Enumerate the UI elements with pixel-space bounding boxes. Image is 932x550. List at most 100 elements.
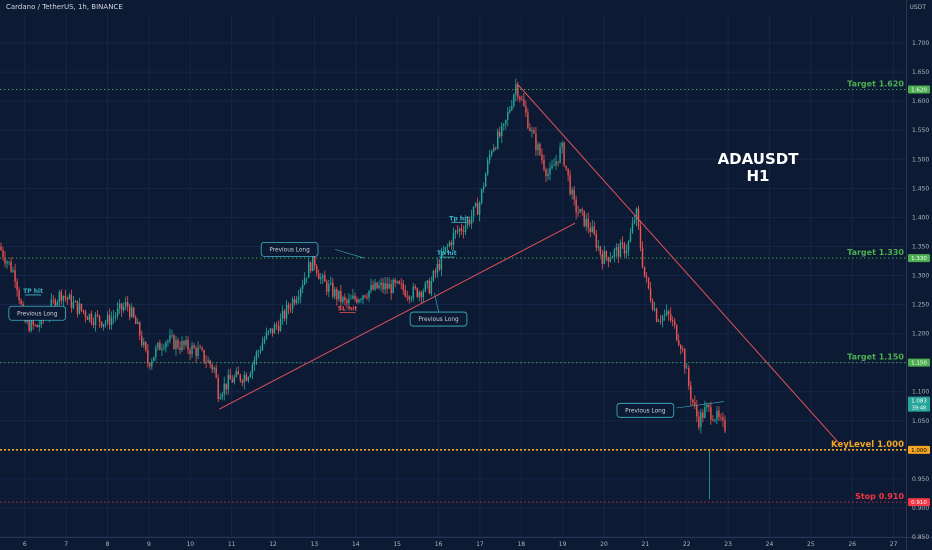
candle-body <box>122 306 125 311</box>
candle-body <box>271 328 274 334</box>
candle-body <box>611 256 614 259</box>
candle-body <box>215 367 217 378</box>
candle-body <box>82 310 85 312</box>
candle-body <box>20 300 22 305</box>
candle-body <box>464 225 467 233</box>
candle-body <box>112 316 115 318</box>
note-connector <box>676 401 725 409</box>
candle-body <box>151 360 153 367</box>
candle-body <box>116 308 119 316</box>
candle-body <box>456 230 459 232</box>
candle-body <box>444 247 447 253</box>
candle-body <box>527 112 529 129</box>
candle-body <box>263 338 266 343</box>
candle-body <box>32 319 34 325</box>
candle-body <box>704 407 706 418</box>
candle-body <box>161 348 163 351</box>
candle-body <box>267 331 270 333</box>
candle-body <box>36 325 38 328</box>
candle-body <box>452 232 455 246</box>
candle-body <box>655 308 658 322</box>
candle-body <box>181 341 183 351</box>
candle-body <box>595 233 597 248</box>
note-connector <box>335 249 365 259</box>
candle-body <box>368 290 370 298</box>
candle-body <box>213 367 215 370</box>
candle-body <box>324 275 326 282</box>
level-price-tag <box>908 445 930 454</box>
y-tick-label: 1.550 <box>912 127 929 134</box>
y-tick-label: 1.300 <box>912 273 929 280</box>
y-tick-label: 1.500 <box>912 156 929 163</box>
candle-body <box>555 161 557 166</box>
candle-body <box>64 295 67 298</box>
candle-body <box>523 99 525 107</box>
candle-body <box>708 404 710 408</box>
candle-body <box>412 286 414 299</box>
candle-body <box>535 133 537 151</box>
candle-body <box>145 341 147 351</box>
candle-body <box>0 246 2 251</box>
candle-body <box>541 154 543 161</box>
candle-body <box>249 373 252 378</box>
candle-body <box>486 160 489 175</box>
candle-body <box>416 288 419 298</box>
candle-body <box>128 306 131 318</box>
candle-body <box>189 350 191 355</box>
candle-body <box>446 245 449 248</box>
candle-body <box>197 347 199 356</box>
candle-body <box>539 144 541 155</box>
level-price-tag-text: 0.910 <box>911 500 927 506</box>
candle-body <box>241 380 244 383</box>
candle-body <box>102 323 105 327</box>
candle-body <box>261 342 264 351</box>
candle-body <box>348 299 350 304</box>
candle-body <box>96 314 99 316</box>
candle-body <box>497 131 499 149</box>
candle-body <box>684 349 686 369</box>
y-tick-label: 0.950 <box>912 476 929 483</box>
candle-body <box>686 367 688 369</box>
candle-body <box>458 228 461 232</box>
candle-body <box>561 142 563 148</box>
candle-body <box>605 251 608 258</box>
candle-body <box>307 262 310 278</box>
candle-body <box>124 302 127 307</box>
candle-body <box>621 242 624 244</box>
x-tick-label: 14 <box>352 541 360 548</box>
candle-body <box>316 265 318 274</box>
current-price-value: 1.083 <box>911 399 927 405</box>
hit-tag: Tp hit <box>449 215 469 222</box>
hit-tag: TP hit <box>23 288 43 295</box>
candle-body <box>60 291 63 301</box>
candle-body <box>84 311 87 318</box>
candle-body <box>462 230 465 233</box>
candle-body <box>599 246 602 254</box>
candle-body <box>269 328 272 332</box>
candle-body <box>289 308 292 310</box>
candle-body <box>623 243 626 254</box>
candle-body <box>388 284 390 289</box>
candle-body <box>669 313 672 321</box>
candle-body <box>245 374 248 381</box>
candle-body <box>716 410 718 420</box>
candle-body <box>384 283 386 290</box>
candle-body <box>137 322 139 325</box>
x-tick-label: 27 <box>890 541 898 548</box>
level-label: Target 1.620 <box>847 80 904 89</box>
candle-body <box>141 335 143 346</box>
candle-body <box>659 320 662 322</box>
candle-body <box>509 109 511 113</box>
candle-body <box>66 297 69 300</box>
candle-body <box>311 251 314 272</box>
candle-body <box>352 295 354 299</box>
candle-body <box>531 130 533 131</box>
candle-body <box>551 165 553 169</box>
candle-body <box>223 383 225 395</box>
candle-body <box>641 247 644 267</box>
candle-body <box>28 319 30 331</box>
candle-body <box>488 154 491 161</box>
candle-body <box>16 281 18 290</box>
candle-body <box>400 283 402 285</box>
